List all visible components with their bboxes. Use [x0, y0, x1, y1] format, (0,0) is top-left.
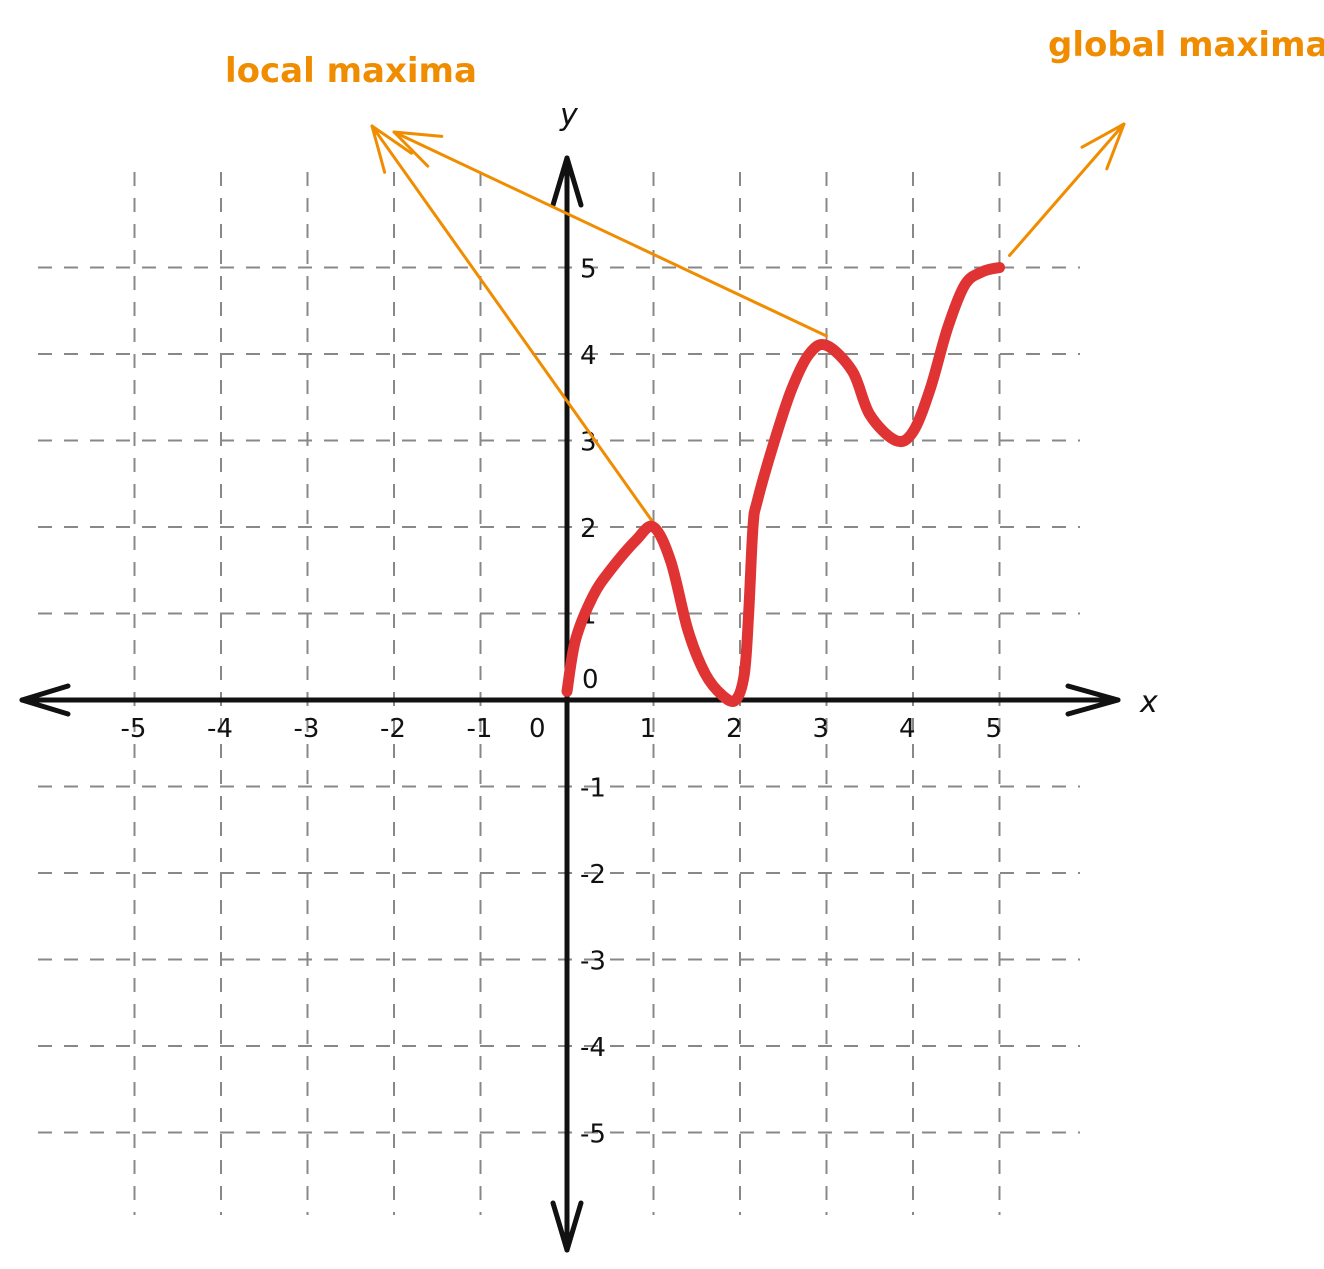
x-tick-label: -2: [380, 714, 406, 744]
y-tick-label: 0: [582, 665, 599, 695]
x-tick-label: -5: [121, 714, 147, 744]
series: [561, 262, 1005, 707]
annotations: local maxima global maxima: [225, 25, 1324, 525]
x-tick-label: 4: [899, 714, 916, 744]
y-tick-label: -3: [580, 947, 606, 977]
y-tick-label: -5: [580, 1120, 606, 1150]
x-axis-left-arrowhead: [19, 683, 71, 717]
x-tick-label: 1: [640, 714, 657, 744]
y-tick-label: 4: [580, 341, 597, 371]
y-axis-top-arrowhead: [550, 155, 584, 208]
y-axis-bottom-arrowhead: [550, 1200, 584, 1253]
x-tick-label: 3: [813, 714, 830, 744]
global-maxima-label: global maxima: [1048, 25, 1324, 65]
y-tick-label: -1: [580, 774, 606, 804]
y-axis-label: y: [559, 98, 579, 133]
local-maxima-label: local maxima: [225, 51, 477, 91]
local-maxima-arrow: [370, 124, 655, 525]
y-tick-label: 2: [580, 514, 597, 544]
x-tick-label: -3: [294, 714, 320, 744]
axes: x y: [19, 98, 1158, 1253]
y-tick-label: -2: [580, 860, 606, 890]
local-maxima-arrow: [392, 130, 828, 338]
x-tick-label: -1: [467, 714, 493, 744]
x-tick-label: 5: [986, 714, 1003, 744]
series-line: [561, 262, 1005, 707]
global-maxima-arrow: [1008, 122, 1126, 257]
y-tick-label: 5: [580, 255, 597, 285]
y-tick-label: -4: [580, 1033, 606, 1063]
x-axis-right-arrowhead: [1065, 683, 1121, 717]
grid: [38, 172, 1080, 1215]
x-axis-label: x: [1139, 685, 1158, 720]
x-tick-label: -4: [207, 714, 233, 744]
x-tick-label: 0: [529, 714, 546, 744]
x-tick-label: 2: [726, 714, 743, 744]
